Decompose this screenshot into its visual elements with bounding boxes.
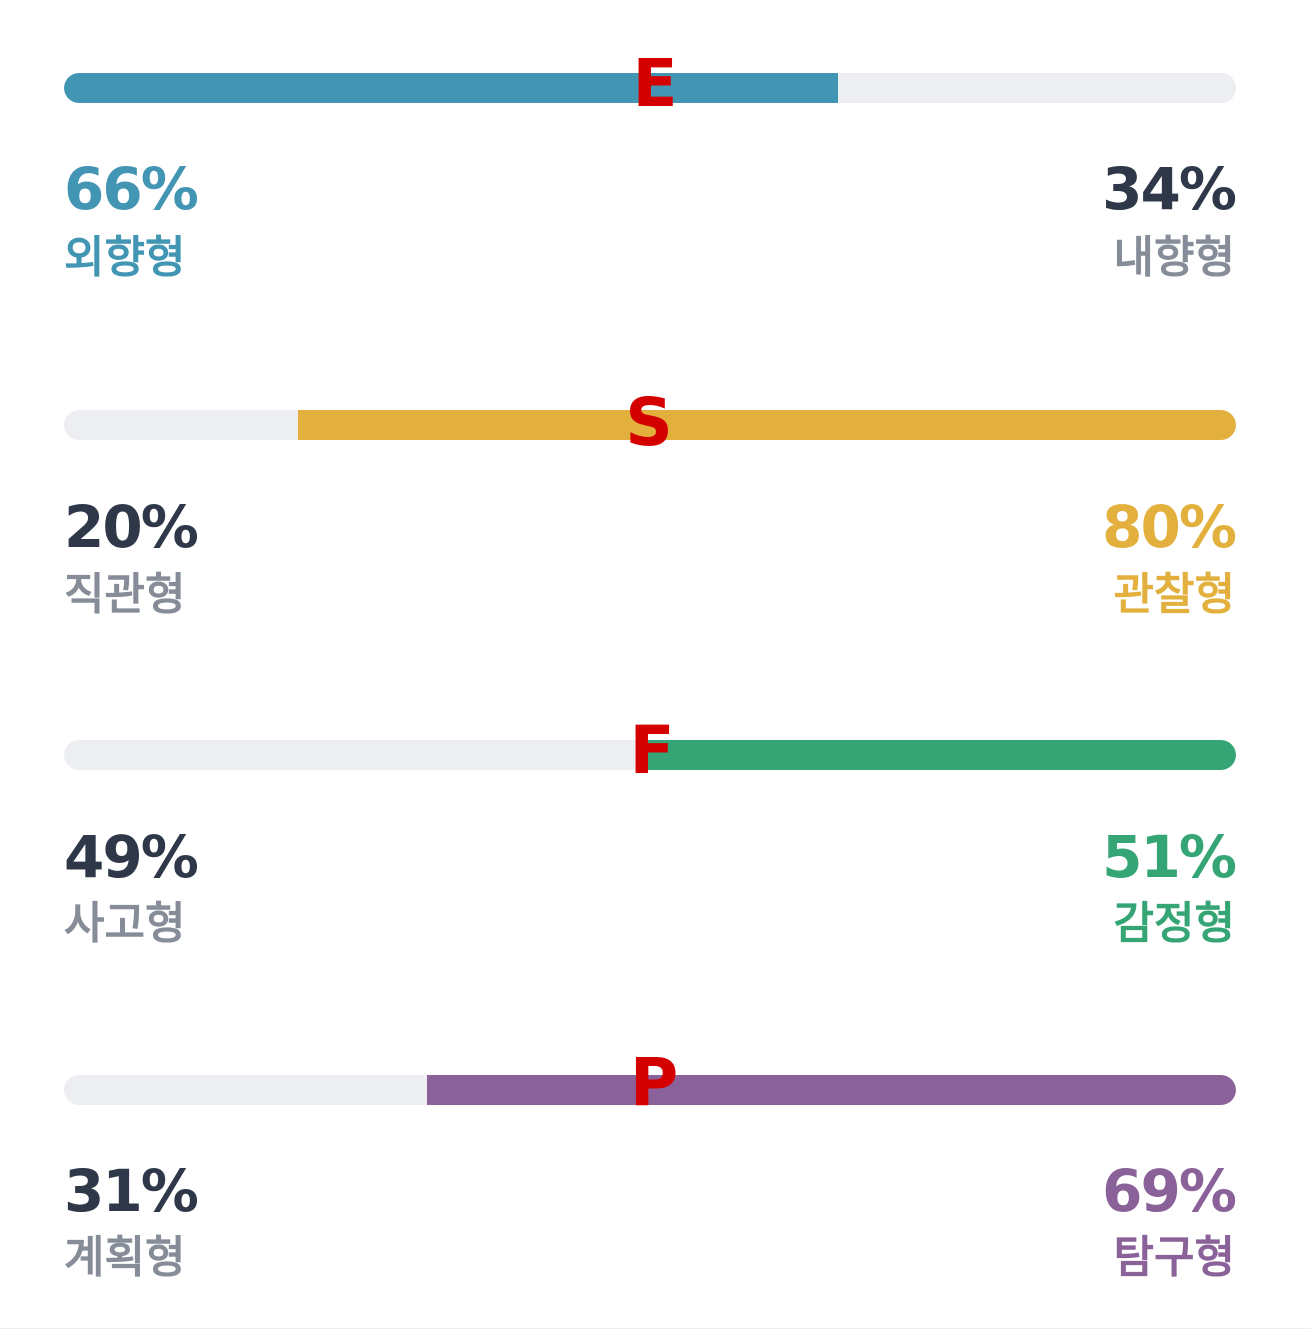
trait-bar-track — [64, 410, 1236, 440]
right-percentage: 80% — [1102, 493, 1237, 561]
left-trait-label: 사고형 — [64, 898, 186, 949]
trait-bar-fill — [427, 1075, 1236, 1105]
right-percentage: 51% — [1102, 823, 1237, 891]
trait-bar-track — [64, 73, 1236, 103]
trait-panel-e: E 66% 외향형 34% 내향형 — [0, 0, 1311, 333]
right-trait-label: 탐구형 — [1113, 1232, 1235, 1283]
left-percentage: 49% — [64, 823, 199, 891]
right-percentage: 34% — [1102, 155, 1237, 223]
trait-letter-marker: P — [629, 1044, 679, 1121]
left-trait-label: 계획형 — [64, 1232, 186, 1283]
trait-letter-marker: F — [629, 712, 675, 789]
trait-letter-marker: S — [625, 384, 673, 461]
left-percentage: 31% — [64, 1157, 199, 1225]
trait-bar-track — [64, 740, 1236, 770]
right-trait-label: 관찰형 — [1113, 569, 1235, 620]
trait-panel-p: P 31% 계획형 69% 탐구형 — [0, 996, 1311, 1329]
trait-bar-track — [64, 1075, 1236, 1105]
left-trait-label: 직관형 — [64, 569, 186, 620]
trait-bar-fill — [298, 410, 1236, 440]
right-trait-label: 내향형 — [1113, 232, 1235, 283]
trait-panel-s: S 20% 직관형 80% 관찰형 — [0, 332, 1311, 664]
left-percentage: 66% — [64, 155, 199, 223]
left-percentage: 20% — [64, 493, 199, 561]
right-trait-label: 감정형 — [1113, 898, 1235, 949]
left-trait-label: 외향형 — [64, 232, 186, 283]
right-percentage: 69% — [1102, 1157, 1237, 1225]
trait-panel-f: F 49% 사고형 51% 감정형 — [0, 664, 1311, 996]
trait-bar-fill — [638, 740, 1236, 770]
trait-letter-marker: E — [632, 45, 678, 122]
trait-bar-fill — [64, 73, 838, 103]
